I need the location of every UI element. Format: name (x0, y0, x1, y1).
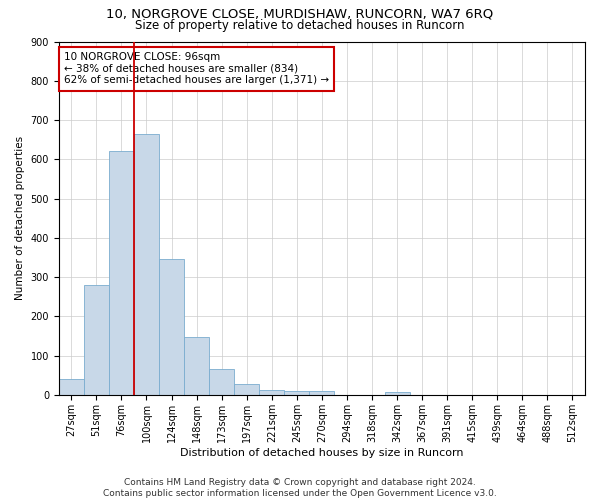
Bar (385, 392, 410, 395)
Bar (234, 384, 259, 395)
Bar (284, 391, 310, 395)
Bar (209, 370, 234, 395)
Bar (134, 134, 159, 395)
Y-axis label: Number of detached properties: Number of detached properties (15, 136, 25, 300)
Bar (159, 260, 184, 395)
Text: 10 NORGROVE CLOSE: 96sqm
← 38% of detached houses are smaller (834)
62% of semi-: 10 NORGROVE CLOSE: 96sqm ← 38% of detach… (64, 52, 329, 86)
Bar (310, 391, 334, 395)
Text: 10, NORGROVE CLOSE, MURDISHAW, RUNCORN, WA7 6RQ: 10, NORGROVE CLOSE, MURDISHAW, RUNCORN, … (106, 8, 494, 20)
Text: Size of property relative to detached houses in Runcorn: Size of property relative to detached ho… (135, 19, 465, 32)
Bar (84, 285, 109, 395)
Bar (59, 379, 84, 395)
Bar (109, 152, 134, 395)
Bar (259, 390, 284, 395)
X-axis label: Distribution of detached houses by size in Runcorn: Distribution of detached houses by size … (180, 448, 464, 458)
Bar (184, 337, 209, 395)
Text: Contains HM Land Registry data © Crown copyright and database right 2024.
Contai: Contains HM Land Registry data © Crown c… (103, 478, 497, 498)
